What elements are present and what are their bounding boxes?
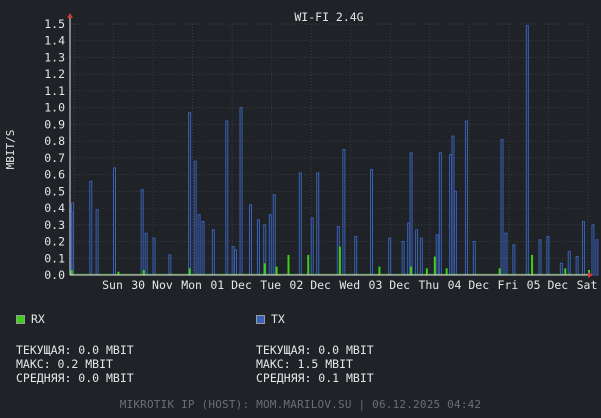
- x-tick-date: 03 Dec: [369, 278, 411, 292]
- rx-bar: [142, 269, 145, 275]
- x-tick-day: Thu: [418, 278, 439, 292]
- y-tick-label: 0.8: [44, 134, 65, 148]
- legend-rx-key: RX: [16, 312, 134, 326]
- y-tick-label: 1.2: [44, 67, 65, 81]
- y-tick-label: 0.0: [44, 268, 65, 282]
- y-tick-label: 1.1: [44, 84, 65, 98]
- tx-avg: СРЕДНЯЯ: 0.1 MBIT: [256, 371, 374, 385]
- rx-bar: [263, 263, 266, 275]
- y-tick-label: 0.4: [44, 201, 65, 215]
- rx-bar: [275, 266, 278, 275]
- chart-svg: 0.0 0.1 0.2 0.3 0.4 0.5 0.6 0.7 0.8 0.9 1.0 1.1 1.2 1…: [4, 10, 599, 292]
- footer-host-info: MIKROTIK IP (HOST): MOM.MARILOV.SU | 06.…: [119, 398, 482, 411]
- rx-bar: [531, 254, 534, 275]
- rx-bar: [307, 254, 310, 275]
- rx-bar: [433, 256, 436, 275]
- x-tick-day: Mon: [181, 278, 202, 292]
- tx-max: МАКС: 1.5 MBIT: [256, 357, 353, 371]
- x-tick-date: 01 Dec: [210, 278, 252, 292]
- rx-bar: [338, 246, 341, 275]
- x-tick-day: Fri: [498, 278, 519, 292]
- rx-bar: [188, 268, 191, 275]
- rx-bar: [287, 254, 290, 275]
- x-tick-date: 30 Nov: [131, 278, 173, 292]
- x-tick-day: Wed: [339, 278, 360, 292]
- rx-bar: [70, 269, 73, 275]
- x-axis-arrow: [588, 272, 593, 278]
- tx-bar: [591, 224, 595, 276]
- rx-max: МАКС: 0.2 MBIT: [16, 357, 113, 371]
- y-tick-label: 0.5: [44, 184, 65, 198]
- rx-bar: [564, 268, 567, 275]
- rx-bar: [410, 266, 413, 275]
- tx-current: ТЕКУЩАЯ: 0.0 MBIT: [256, 343, 374, 357]
- rx-bar: [425, 268, 428, 275]
- legend-tx-key: TX: [256, 312, 374, 326]
- y-tick-label: 1.3: [44, 50, 65, 64]
- rx-avg: СРЕДНЯЯ: 0.0 MBIT: [16, 371, 134, 385]
- x-tick-day: Sun: [102, 278, 123, 292]
- y-tick-label: 1.4: [44, 34, 65, 48]
- rx-bar: [588, 269, 590, 275]
- rx-bar: [378, 266, 381, 275]
- y-axis-label: MBIT/S: [4, 130, 17, 170]
- chart-title: WI-FI 2.4G: [294, 10, 363, 24]
- tx-swatch: [256, 314, 265, 324]
- plot-area: [70, 24, 588, 275]
- y-tick-label: 0.1: [44, 251, 65, 265]
- y-tick-label: 0.3: [44, 218, 65, 232]
- rx-bar: [498, 268, 501, 275]
- rx-swatch: [16, 314, 25, 324]
- rx-bar: [445, 268, 448, 275]
- legend-tx: TX ТЕКУЩАЯ: 0.0 MBIT МАКС: 1.5 MBIT СРЕД…: [256, 312, 374, 385]
- y-axis-arrow: [67, 13, 73, 18]
- rx-bar: [117, 271, 120, 275]
- tx-label: TX: [271, 312, 285, 326]
- y-tick-label: 1.0: [44, 101, 65, 115]
- x-tick-day: Tue: [260, 278, 281, 292]
- traffic-chart: 0.0 0.1 0.2 0.3 0.4 0.5 0.6 0.7 0.8 0.9 1.0 1.1 1.2 1…: [4, 10, 599, 292]
- legend-rx: RX ТЕКУЩАЯ: 0.0 MBIT МАКС: 0.2 MBIT СРЕД…: [16, 312, 134, 385]
- x-tick-date: 02 Dec: [289, 278, 331, 292]
- tx-bar: [595, 239, 599, 276]
- x-tick-date: 05 Dec: [527, 278, 569, 292]
- x-tick-day: Sat: [577, 278, 598, 292]
- y-tick-label: 0.7: [44, 151, 65, 165]
- rx-label: RX: [31, 312, 45, 326]
- y-tick-label: 1.5: [44, 17, 65, 31]
- x-tick-date: 04 Dec: [448, 278, 490, 292]
- y-tick-label: 0.2: [44, 235, 65, 249]
- y-tick-label: 0.9: [44, 117, 65, 131]
- y-tick-label: 0.6: [44, 168, 65, 182]
- rx-current: ТЕКУЩАЯ: 0.0 MBIT: [16, 343, 134, 357]
